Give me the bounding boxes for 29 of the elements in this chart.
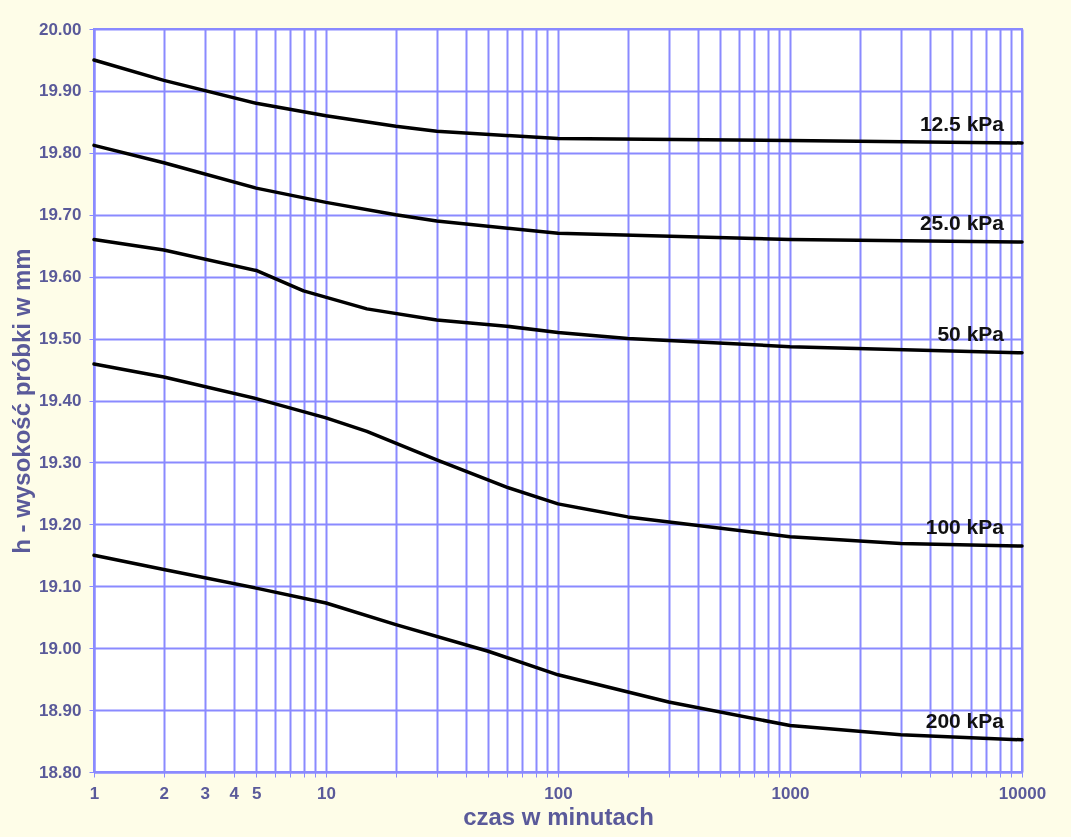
y-tick-label: 19.10 bbox=[38, 576, 82, 596]
y-tick-label: 19.00 bbox=[38, 638, 82, 658]
y-tick-label: 19.50 bbox=[38, 329, 82, 349]
x-tick-label: 1 bbox=[89, 783, 100, 803]
y-tick-label: 19.90 bbox=[38, 81, 82, 101]
series-label: 12.5 kPa bbox=[919, 111, 1005, 135]
x-tick-label: 5 bbox=[251, 783, 262, 803]
x-tick-label: 10 bbox=[317, 783, 336, 803]
series-label: 100 kPa bbox=[925, 515, 1005, 538]
series-label: 50 kPa bbox=[937, 321, 1005, 345]
x-tick-label: 100 bbox=[544, 783, 573, 803]
series-label: 25.0 kPa bbox=[919, 210, 1005, 234]
y-tick-label: 19.20 bbox=[38, 514, 82, 534]
x-tick-label: 10000 bbox=[998, 783, 1047, 803]
y-axis-title: h - wysokość próbki w mm bbox=[7, 248, 35, 554]
y-tick-label: 19.80 bbox=[38, 143, 82, 163]
y-tick-label: 19.60 bbox=[38, 267, 82, 287]
y-tick-label: 19.70 bbox=[38, 205, 82, 225]
x-tick-label: 3 bbox=[200, 783, 210, 803]
x-tick-label: 4 bbox=[229, 783, 240, 803]
x-tick-label: 1000 bbox=[771, 783, 810, 803]
x-axis-title: czas w minutach bbox=[463, 802, 654, 830]
y-tick-label: 18.80 bbox=[38, 762, 82, 782]
x-tick-label: 2 bbox=[159, 783, 170, 803]
y-tick-label: 18.90 bbox=[38, 700, 82, 720]
y-tick-label: 19.30 bbox=[38, 452, 82, 472]
y-tick-label: 20.00 bbox=[38, 19, 82, 39]
series-label: 200 kPa bbox=[925, 708, 1005, 732]
y-tick-label: 19.40 bbox=[38, 391, 82, 410]
